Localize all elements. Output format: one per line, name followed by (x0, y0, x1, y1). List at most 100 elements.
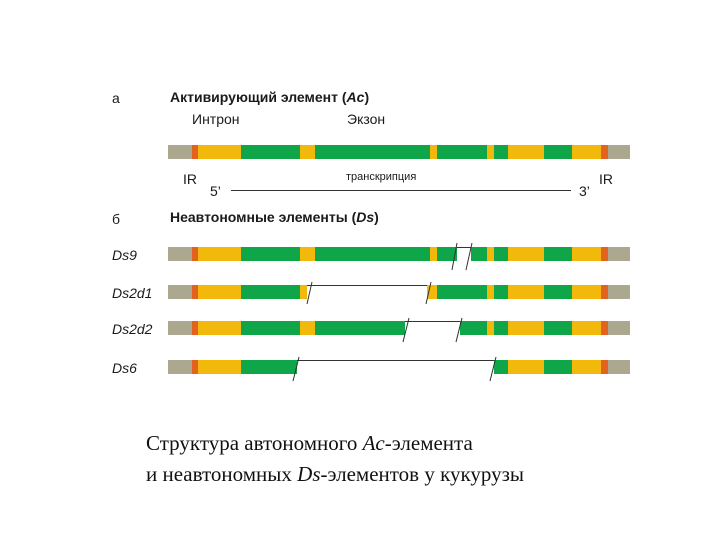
ac-title-suffix: ) (364, 89, 370, 105)
ac-seg (494, 145, 508, 159)
ds6-top-line (168, 360, 630, 361)
ds2d2-seg (192, 321, 198, 335)
ds9-seg (601, 247, 608, 261)
ds9-seg (430, 247, 437, 261)
ac-seg (544, 145, 572, 159)
ac-title-italic: Ac (346, 89, 365, 105)
ds2d2-seg (544, 321, 572, 335)
ds6-label: Ds6 (112, 360, 137, 376)
ac-seg (508, 145, 544, 159)
caption-line1-suffix: -элемента (384, 431, 473, 455)
ac-seg (608, 145, 630, 159)
ds2d2-bar (168, 321, 630, 335)
caption-line-2: и неавтономных Ds-элементов у кукурузы (146, 459, 524, 490)
ac-seg (437, 145, 487, 159)
ds9-seg (544, 247, 572, 261)
ds2d1-seg (494, 285, 508, 299)
ds9-seg (471, 247, 487, 261)
ds2d2-seg (608, 321, 630, 335)
ds2d2-seg (601, 321, 608, 335)
ds2d2-seg (487, 321, 494, 335)
ds6-seg (508, 360, 544, 374)
ds2d1-seg (241, 285, 300, 299)
ds6-seg (601, 360, 608, 374)
caption-line2-prefix: и неавтономных (146, 462, 298, 486)
ds2d2-seg (300, 321, 315, 335)
cut-ds6-left (292, 356, 300, 382)
ds9-seg (508, 247, 544, 261)
ds6-seg (544, 360, 572, 374)
cut-ds6-right (489, 356, 497, 382)
ds2d2-seg (508, 321, 544, 335)
ds2d2-seg (315, 321, 405, 335)
ac-seg (300, 145, 315, 159)
ds9-seg (300, 247, 315, 261)
ac-seg (601, 145, 608, 159)
ds9-seg (608, 247, 630, 261)
ds2d2-seg (494, 321, 508, 335)
cut-ds9-left (451, 242, 458, 271)
ds2d2-label: Ds2d2 (112, 321, 153, 337)
ds6-seg (572, 360, 601, 374)
ds9-bar (168, 247, 630, 261)
ds2d1-seg (198, 285, 241, 299)
caption-line1-italic: Ac (362, 431, 385, 455)
ac-seg (572, 145, 601, 159)
ds-title-suffix: ) (374, 209, 379, 225)
ds2d1-seg (608, 285, 630, 299)
ac-seg (241, 145, 300, 159)
caption-line1-prefix: Структура автономного (146, 431, 363, 455)
ds6-seg (168, 360, 192, 374)
ds2d1-label: Ds2d1 (112, 285, 153, 301)
ds9-seg (315, 247, 430, 261)
transcription-label: транскрипция (344, 171, 419, 183)
ds9-seg (494, 247, 508, 261)
figure-caption: Структура автономного Ac-элемента и неав… (146, 428, 524, 490)
ds9-seg (192, 247, 198, 261)
ir-right-label: IR (599, 171, 613, 187)
ds2d1-seg (437, 285, 487, 299)
ds9-seg (572, 247, 601, 261)
ac-title-prefix: Активирующий элемент ( (170, 89, 347, 105)
ds9-seg (198, 247, 241, 261)
ds2d1-seg (300, 285, 307, 299)
cut-ds2d2-right (455, 317, 463, 343)
ds6-seg (198, 360, 241, 374)
cut-ds2d2-left (402, 317, 410, 343)
ds2d2-seg (241, 321, 300, 335)
ac-seg (487, 145, 494, 159)
ir-left-label: IR (183, 171, 197, 187)
ds9-seg (487, 247, 494, 261)
ac-seg (198, 145, 241, 159)
ds-title-prefix: Неавтономные элементы ( (170, 209, 357, 225)
panel-b-letter: б (112, 211, 121, 227)
ac-seg (315, 145, 430, 159)
ds2d2-seg (198, 321, 241, 335)
ds2d1-seg (430, 285, 437, 299)
ac-element-bar (168, 145, 630, 159)
ac-seg (192, 145, 198, 159)
caption-line2-suffix: -элементов у кукурузы (320, 462, 525, 486)
ds9-label: Ds9 (112, 247, 137, 263)
intron-label: Интрон (192, 111, 240, 127)
ds-title: Неавтономные элементы (Ds) (170, 209, 379, 225)
ac-seg (430, 145, 437, 159)
ds6-seg (608, 360, 630, 374)
ds6-seg (192, 360, 198, 374)
ds2d1-seg (192, 285, 198, 299)
ac-title: Активирующий элемент (Ac) (170, 89, 369, 105)
cut-ds2d1-left (306, 281, 313, 305)
caption-line-1: Структура автономного Ac-элемента (146, 428, 524, 459)
cut-ds9-right (465, 242, 473, 271)
ds6-bar (168, 360, 630, 374)
five-prime-label: 5’ (210, 183, 221, 199)
ds9-seg (168, 247, 192, 261)
ds9-seg (437, 247, 457, 261)
ds6-seg (494, 360, 508, 374)
ds2d1-seg (572, 285, 601, 299)
ds2d2-seg (572, 321, 601, 335)
ds2d1-seg (168, 285, 192, 299)
ac-seg (168, 145, 192, 159)
ds2d1-top-line (168, 285, 630, 286)
